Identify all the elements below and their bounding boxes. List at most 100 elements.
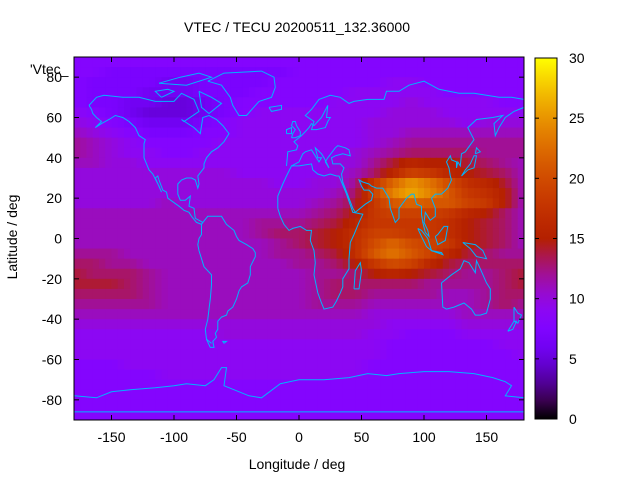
heatmap-cell: [392, 238, 400, 250]
heatmap-cell: [467, 97, 475, 109]
heatmap-cell: [80, 77, 88, 88]
heatmap-cell: [374, 278, 381, 290]
heatmap-cell: [180, 87, 188, 98]
heatmap-cell: [242, 57, 250, 68]
coastline: [207, 70, 276, 116]
heatmap-cell: [305, 258, 313, 270]
heatmap-cell: [492, 97, 500, 109]
heatmap-cell: [286, 218, 294, 230]
heatmap-cell: [336, 157, 344, 169]
heatmap-cell: [117, 309, 125, 320]
heatmap-cell: [224, 409, 231, 420]
heatmap-cell: [499, 359, 506, 371]
heatmap-cell: [180, 379, 188, 391]
heatmap-cell: [305, 369, 313, 381]
heatmap-cell: [417, 238, 425, 250]
x-tick-label: 150: [475, 429, 499, 445]
heatmap-cell: [405, 379, 413, 391]
heatmap-cell: [436, 137, 444, 149]
heatmap-cell: [511, 167, 519, 179]
x-tick-label: 0: [295, 429, 303, 445]
heatmap-cell: [224, 167, 231, 179]
heatmap-cell: [336, 359, 344, 371]
heatmap-cell: [374, 218, 381, 230]
heatmap-cell: [455, 198, 463, 209]
heatmap-cell: [449, 127, 456, 139]
heatmap-cell: [517, 77, 524, 88]
heatmap-cell: [274, 87, 281, 98]
heatmap-cell: [486, 339, 494, 351]
heatmap-cell: [317, 228, 325, 240]
heatmap-cell: [367, 87, 375, 98]
heatmap-cell: [492, 268, 500, 280]
heatmap-cell: [255, 178, 263, 189]
heatmap-cell: [311, 87, 319, 98]
heatmap-cell: [205, 147, 213, 159]
heatmap-cell: [167, 208, 175, 219]
heatmap-cell: [486, 117, 494, 129]
heatmap-cell: [342, 339, 350, 351]
heatmap-cell: [380, 359, 388, 371]
heatmap-cell: [355, 389, 363, 401]
heatmap-cell: [474, 319, 481, 330]
heatmap-cell: [261, 218, 269, 230]
heatmap-cell: [124, 167, 131, 179]
heatmap-cell: [267, 117, 275, 129]
heatmap-cell: [111, 288, 119, 300]
heatmap-cell: [517, 268, 524, 280]
heatmap-cell: [167, 188, 175, 199]
heatmap-cell: [474, 137, 481, 149]
heatmap-cell: [136, 67, 144, 78]
heatmap-cell: [436, 258, 444, 270]
heatmap-cell: [105, 319, 113, 330]
heatmap-cell: [274, 67, 281, 78]
heatmap-cell: [199, 97, 206, 109]
heatmap-cell: [417, 379, 425, 391]
heatmap-cell: [299, 248, 306, 260]
heatmap-cell: [224, 248, 231, 260]
heatmap-cell: [311, 339, 319, 351]
heatmap-cell: [80, 67, 88, 78]
heatmap-cell: [224, 278, 231, 290]
heatmap-cell: [374, 339, 381, 351]
heatmap-cell: [405, 67, 413, 78]
heatmap-cell: [267, 127, 275, 139]
heatmap-cell: [474, 127, 481, 139]
heatmap-cell: [161, 359, 169, 371]
heatmap-cell: [92, 147, 100, 159]
heatmap-cell: [267, 188, 275, 199]
heatmap-cell: [424, 137, 431, 149]
heatmap-cell: [336, 87, 344, 98]
heatmap-cell: [442, 369, 450, 381]
heatmap-cell: [86, 278, 94, 290]
heatmap-cell: [161, 57, 169, 68]
heatmap-cell: [211, 369, 219, 381]
heatmap-cell: [142, 107, 150, 119]
heatmap-cell: [217, 147, 225, 159]
heatmap-cell: [517, 409, 524, 420]
heatmap-cell: [280, 238, 288, 250]
heatmap-cell: [249, 228, 256, 240]
heatmap-cell: [430, 147, 438, 159]
heatmap-cell: [230, 137, 238, 149]
heatmap-cell: [230, 198, 238, 209]
heatmap-cell: [467, 288, 475, 300]
heatmap-cell: [199, 288, 206, 300]
heatmap-cell: [117, 369, 125, 381]
heatmap-cell: [249, 319, 256, 330]
heatmap-cell: [261, 198, 269, 209]
heatmap-cell: [155, 238, 163, 250]
heatmap-cell: [111, 248, 119, 260]
heatmap-cell: [480, 67, 488, 78]
heatmap-cell: [324, 157, 331, 169]
heatmap-cell: [211, 57, 219, 68]
heatmap-cell: [180, 409, 188, 420]
heatmap-cell: [417, 359, 425, 371]
heatmap-cell: [336, 319, 344, 330]
heatmap-cell: [92, 107, 100, 119]
heatmap-cell: [417, 198, 425, 209]
heatmap-cell: [349, 117, 356, 129]
heatmap-cell: [261, 278, 269, 290]
heatmap-cell: [430, 248, 438, 260]
heatmap-cell: [324, 278, 331, 290]
